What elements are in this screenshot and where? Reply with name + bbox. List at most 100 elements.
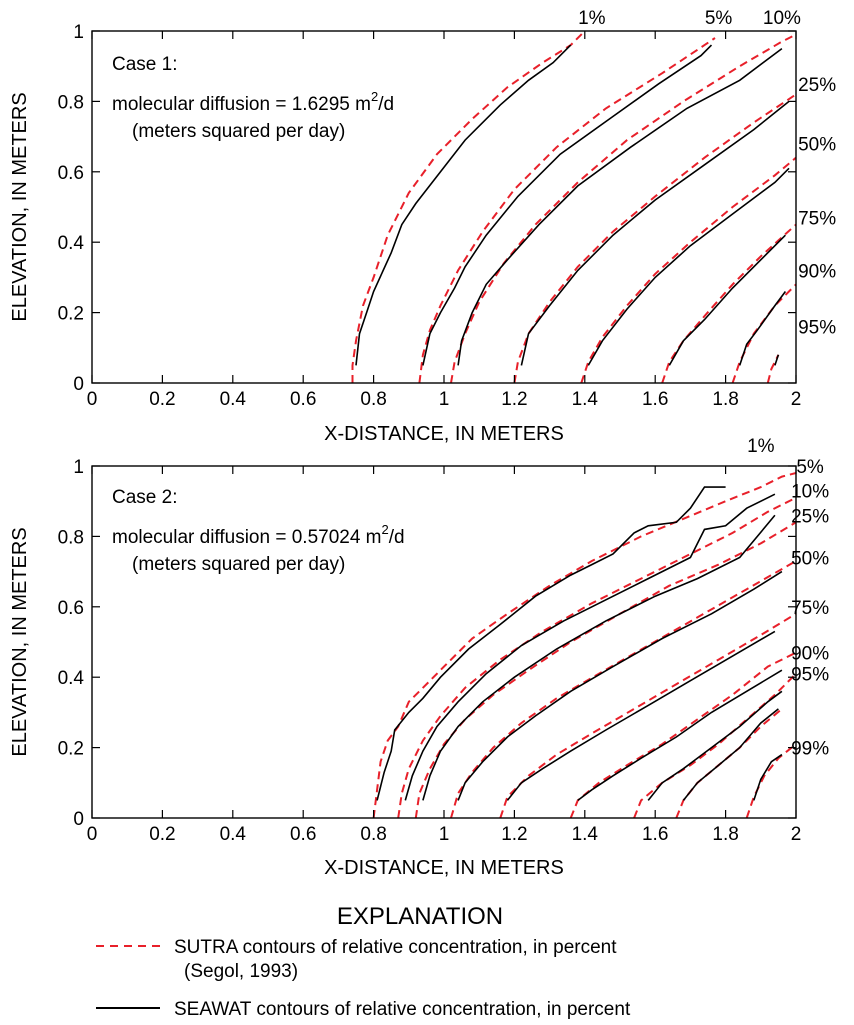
sutra-series — [372, 472, 797, 819]
chart-annotation-diffusion: molecular diffusion = 0.57024 m2/d — [112, 522, 405, 548]
seawat-contour-line — [355, 44, 572, 366]
x-tick-label: 2 — [791, 389, 802, 410]
seawat-contour-line — [647, 690, 783, 801]
explanation-title: EXPLANATION — [337, 903, 503, 930]
seawat-contour-line — [506, 630, 776, 801]
chart-annotation-case: Case 1: — [112, 54, 177, 75]
y-axis-label: ELEVATION, IN METERS — [9, 527, 31, 756]
sutra-contour-line — [580, 156, 797, 384]
x-tick-label: 1 — [439, 389, 450, 410]
legend-label-seawat: SEAWAT contours of relative concentratio… — [174, 999, 631, 1020]
case-1-panel: 0 0.2 0.4 0.6 0.8 1 1.2 1.4 1.6 1.8 2 0 0.2 0.4 0.6 0.8… — [9, 8, 836, 445]
case-1-contour-labels: 1% 5% 10% 25% 50% 75% 90% 95% — [578, 8, 836, 339]
chart-annotation-units: (meters squared per day) — [132, 554, 345, 575]
y-tick-label: 0.4 — [58, 233, 85, 254]
explanation-legend: EXPLANATION SUTRA contours of relative c… — [96, 903, 631, 1020]
sutra-contour-line — [372, 472, 797, 819]
contour-label: 1% — [578, 8, 606, 29]
sutra-contour-line — [499, 612, 797, 819]
legend-label-sutra: SUTRA contours of relative concentration… — [174, 937, 617, 958]
x-tick-label: 0 — [87, 824, 98, 845]
contour-label: 75% — [791, 598, 829, 619]
contour-label: 25% — [791, 506, 829, 527]
sutra-contour-line — [414, 521, 797, 819]
sutra-contour-line — [450, 560, 797, 819]
sutra-contour-line — [745, 743, 797, 819]
x-tick-label: 0.4 — [220, 824, 247, 845]
x-axis-label: X-DISTANCE, IN METERS — [324, 857, 564, 879]
seawat-contour-line — [738, 291, 787, 366]
y-tick-label: 0.8 — [58, 92, 84, 113]
x-tick-label: 1 — [439, 824, 450, 845]
x-tick-label: 0.6 — [290, 389, 316, 410]
contour-label: 25% — [798, 75, 836, 96]
y-tick-label: 0.2 — [58, 739, 84, 760]
seawat-contour-line — [520, 100, 790, 366]
contour-label: 10% — [791, 482, 829, 503]
y-axis-label: ELEVATION, IN METERS — [9, 92, 31, 321]
contour-label: 99% — [791, 739, 829, 760]
x-tick-label: 0.2 — [149, 389, 175, 410]
sutra-contour-line — [661, 223, 797, 384]
contour-label: 10% — [763, 8, 801, 29]
x-tick-label: 1.4 — [572, 389, 599, 410]
case-2-contours — [372, 472, 797, 819]
seawat-contour-line — [668, 234, 786, 366]
x-tick-label: 1.2 — [501, 824, 527, 845]
chart-annotation-units: (meters squared per day) — [132, 121, 345, 142]
y-tick-label: 0 — [73, 374, 84, 395]
seawat-contour-line — [422, 514, 776, 801]
contour-label: 50% — [791, 549, 829, 570]
contour-label: 5% — [705, 8, 733, 29]
y-tick-label: 0.6 — [58, 163, 84, 184]
x-tick-label: 1.2 — [501, 389, 527, 410]
x-tick-label: 0.8 — [360, 824, 386, 845]
x-tick-label: 0.8 — [360, 389, 386, 410]
x-tick-label: 1.8 — [712, 389, 738, 410]
seawat-series — [355, 44, 790, 366]
y-tick-label: 0.6 — [58, 598, 84, 619]
case-2-contour-labels: 1% 5% 10% 25% 50% 75% 90%95% 99% — [747, 436, 829, 760]
contour-label: 5% — [796, 457, 824, 478]
y-tick-label: 1 — [73, 22, 84, 43]
legend-label-sutra-citation: (Segol, 1993) — [184, 961, 298, 982]
chart-annotation-diffusion: molecular diffusion = 1.6295 m2/d — [112, 89, 394, 115]
contour-label: 75% — [798, 209, 836, 230]
y-tick-label: 0.4 — [58, 668, 85, 689]
x-axis-label: X-DISTANCE, IN METERS — [324, 423, 564, 445]
y-tick-label: 0 — [73, 809, 84, 830]
seawat-contour-line — [376, 486, 726, 801]
seawat-contour-line — [457, 47, 783, 366]
contour-label: 50% — [798, 135, 836, 156]
contour-label: 95% — [798, 318, 836, 339]
seawat-contour-line — [774, 354, 780, 366]
sutra-contour-line — [569, 651, 797, 819]
x-tick-label: 2 — [791, 824, 802, 845]
x-tick-label: 0.4 — [220, 389, 247, 410]
y-tick-label: 1 — [73, 457, 84, 478]
x-tick-label: 1.4 — [572, 824, 599, 845]
seawat-contour-line — [587, 167, 790, 366]
seawat-contour-line — [753, 753, 783, 801]
contour-label: 90% — [791, 644, 829, 665]
sutra-contour-line — [351, 30, 586, 383]
seawat-contour-line — [422, 44, 713, 366]
x-tick-label: 0.2 — [149, 824, 175, 845]
contour-label: 1% — [747, 436, 775, 457]
seawat-contour-line — [682, 708, 779, 801]
seawat-contour-line — [457, 570, 783, 801]
seawat-series — [376, 486, 783, 802]
seawat-contour-line — [404, 493, 776, 801]
x-tick-label: 1.8 — [712, 824, 738, 845]
x-tick-label: 0 — [87, 389, 98, 410]
contour-label: 95% — [791, 665, 829, 686]
case-1-ticks: 0 0.2 0.4 0.6 0.8 1 1.2 1.4 1.6 1.8 2 0 0.2 0.4 0.6 0.8… — [58, 22, 802, 410]
x-tick-label: 0.6 — [290, 824, 316, 845]
case-2-ticks: 0 0.2 0.4 0.6 0.8 1 1.2 1.4 1.6 1.8 2 0 0.2 0.4 0.6 0.8… — [58, 457, 802, 845]
sutra-contour-line — [513, 93, 797, 384]
case-2-panel: 0 0.2 0.4 0.6 0.8 1 1.2 1.4 1.6 1.8 2 0 0.2 0.4 0.6 0.8… — [9, 436, 829, 879]
chart-annotation-case: Case 2: — [112, 487, 177, 508]
sutra-contour-line — [766, 354, 780, 384]
contour-label: 90% — [798, 261, 836, 282]
